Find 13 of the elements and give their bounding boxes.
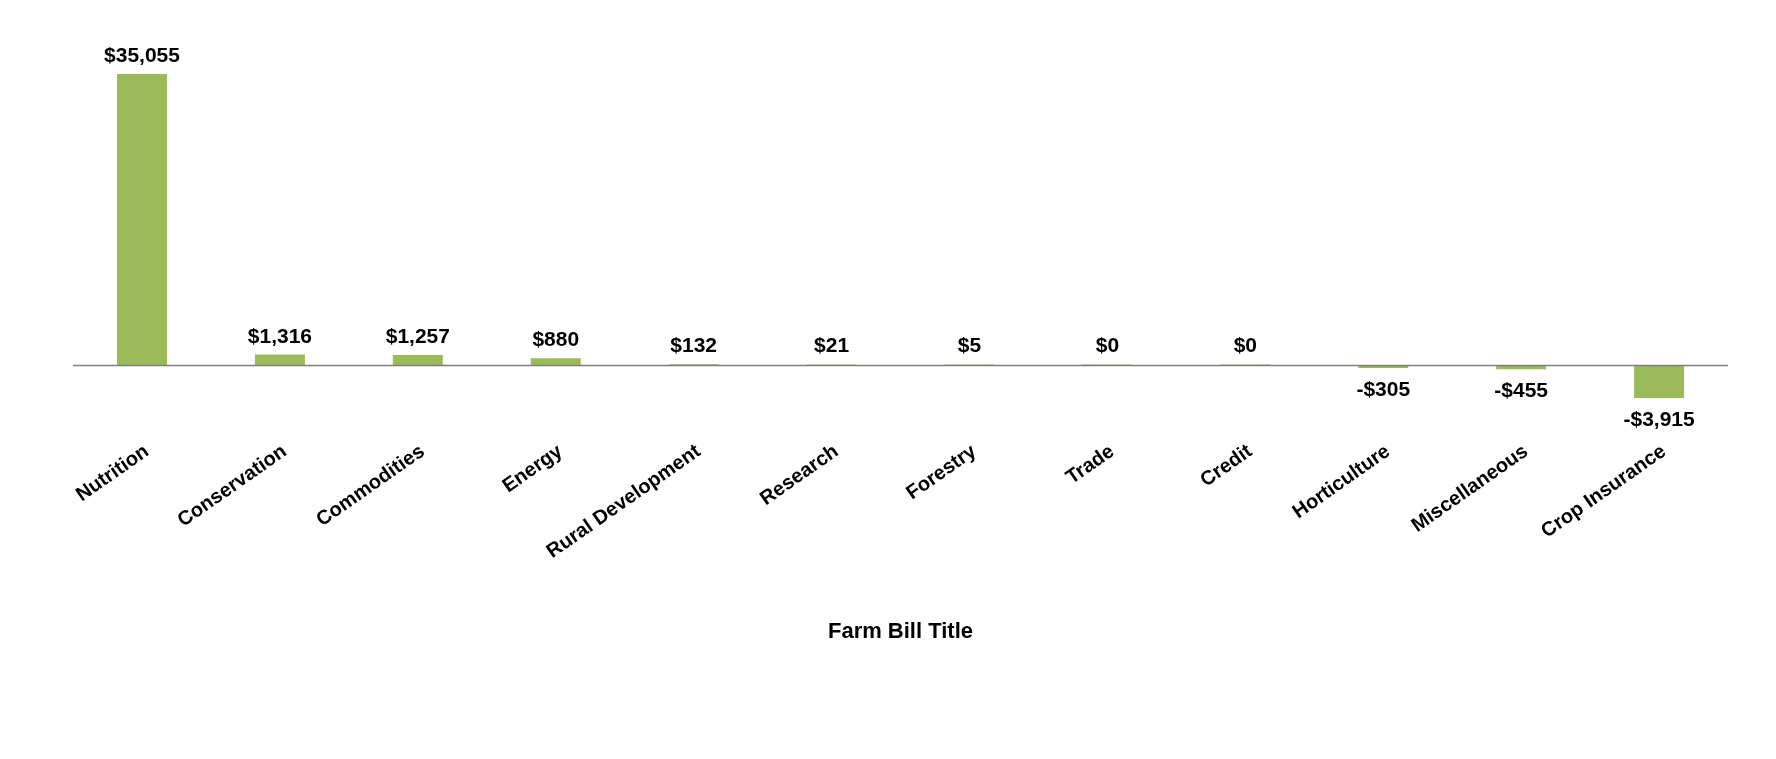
data-label: $132 (670, 333, 718, 357)
data-label: $21 (814, 333, 850, 357)
data-label: $1,316 (247, 323, 313, 347)
data-label: $35,055 (104, 43, 181, 66)
data-label: -$305 (1356, 376, 1411, 400)
data-label: $1,257 (385, 324, 450, 347)
data-label: -$3,915 (1623, 407, 1696, 430)
data-label: $880 (532, 327, 580, 351)
data-label: $5 (957, 333, 982, 357)
data-label: $0 (1233, 333, 1258, 357)
data-label: $0 (1095, 333, 1120, 357)
x-axis-title: Farm Bill Title (827, 618, 974, 643)
data-label: -$455 (1494, 378, 1549, 402)
